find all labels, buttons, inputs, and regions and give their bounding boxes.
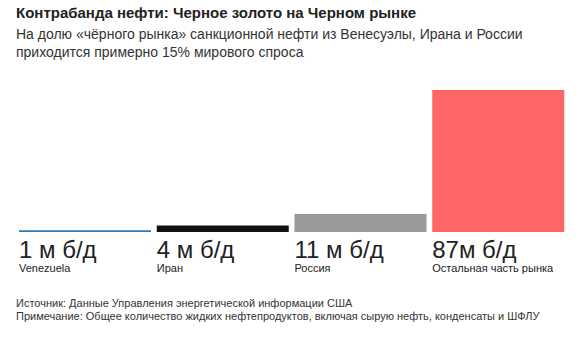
html-text:На долю «чёрного рынка» санкци: На долю «чёрного рынка» санкционной нефт…	[16, 26, 523, 60]
html-text:Примечание: Общее количество ж: Примечание: Общее количество жидких нефт…	[16, 310, 540, 322]
html-text:Источник: Данные Управления эн: Источник: Данные Управления энергетическ…	[16, 297, 353, 309]
svg-text:4 м б/д: 4 м б/д	[157, 236, 235, 263]
svg-text:Иран: Иран	[157, 262, 183, 274]
svg-text:Остальная часть рынка: Остальная часть рынка	[432, 262, 554, 274]
svg-text:87м б/д: 87м б/д	[432, 236, 516, 263]
svg-text:1 м б/д: 1 м б/д	[19, 236, 97, 263]
svg-text:Россия: Россия	[295, 262, 331, 274]
svg-text:Venezuela: Venezuela	[19, 262, 71, 274]
html-text:Контрабанда нефти: Черное золо: Контрабанда нефти: Черное золото на Черн…	[16, 4, 416, 21]
svg-text:11 м б/д: 11 м б/д	[295, 236, 384, 263]
